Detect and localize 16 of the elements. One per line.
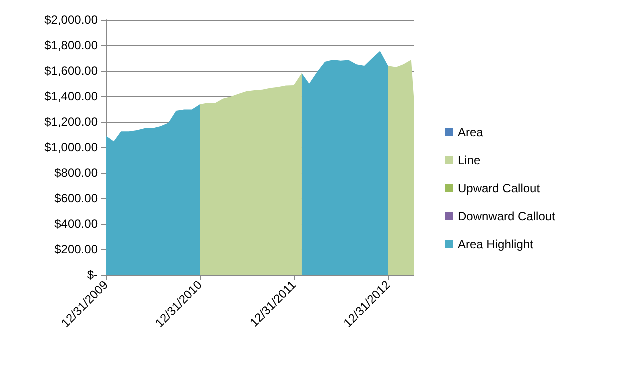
legend-label: Area [458, 126, 484, 140]
y-tick-label: $1,800.00 [44, 38, 98, 52]
legend-label: Line [458, 154, 482, 168]
y-tick-label: $- [87, 268, 98, 282]
y-tick-label: $600.00 [54, 192, 98, 206]
y-tick-label: $800.00 [54, 166, 98, 180]
legend-label: Downward Callout [458, 210, 556, 224]
y-tick-label: $1,600.00 [44, 64, 98, 78]
y-tick-label: $200.00 [54, 242, 98, 256]
y-tick-label: $1,400.00 [44, 90, 98, 104]
legend-label: Upward Callout [458, 182, 541, 196]
legend-label: Area Highlight [458, 238, 534, 252]
y-tick-label: $400.00 [54, 217, 98, 231]
y-tick-label: $1,200.00 [44, 115, 98, 129]
y-tick-label: $2,000.00 [44, 13, 98, 27]
y-tick-label: $1,000.00 [44, 140, 98, 154]
